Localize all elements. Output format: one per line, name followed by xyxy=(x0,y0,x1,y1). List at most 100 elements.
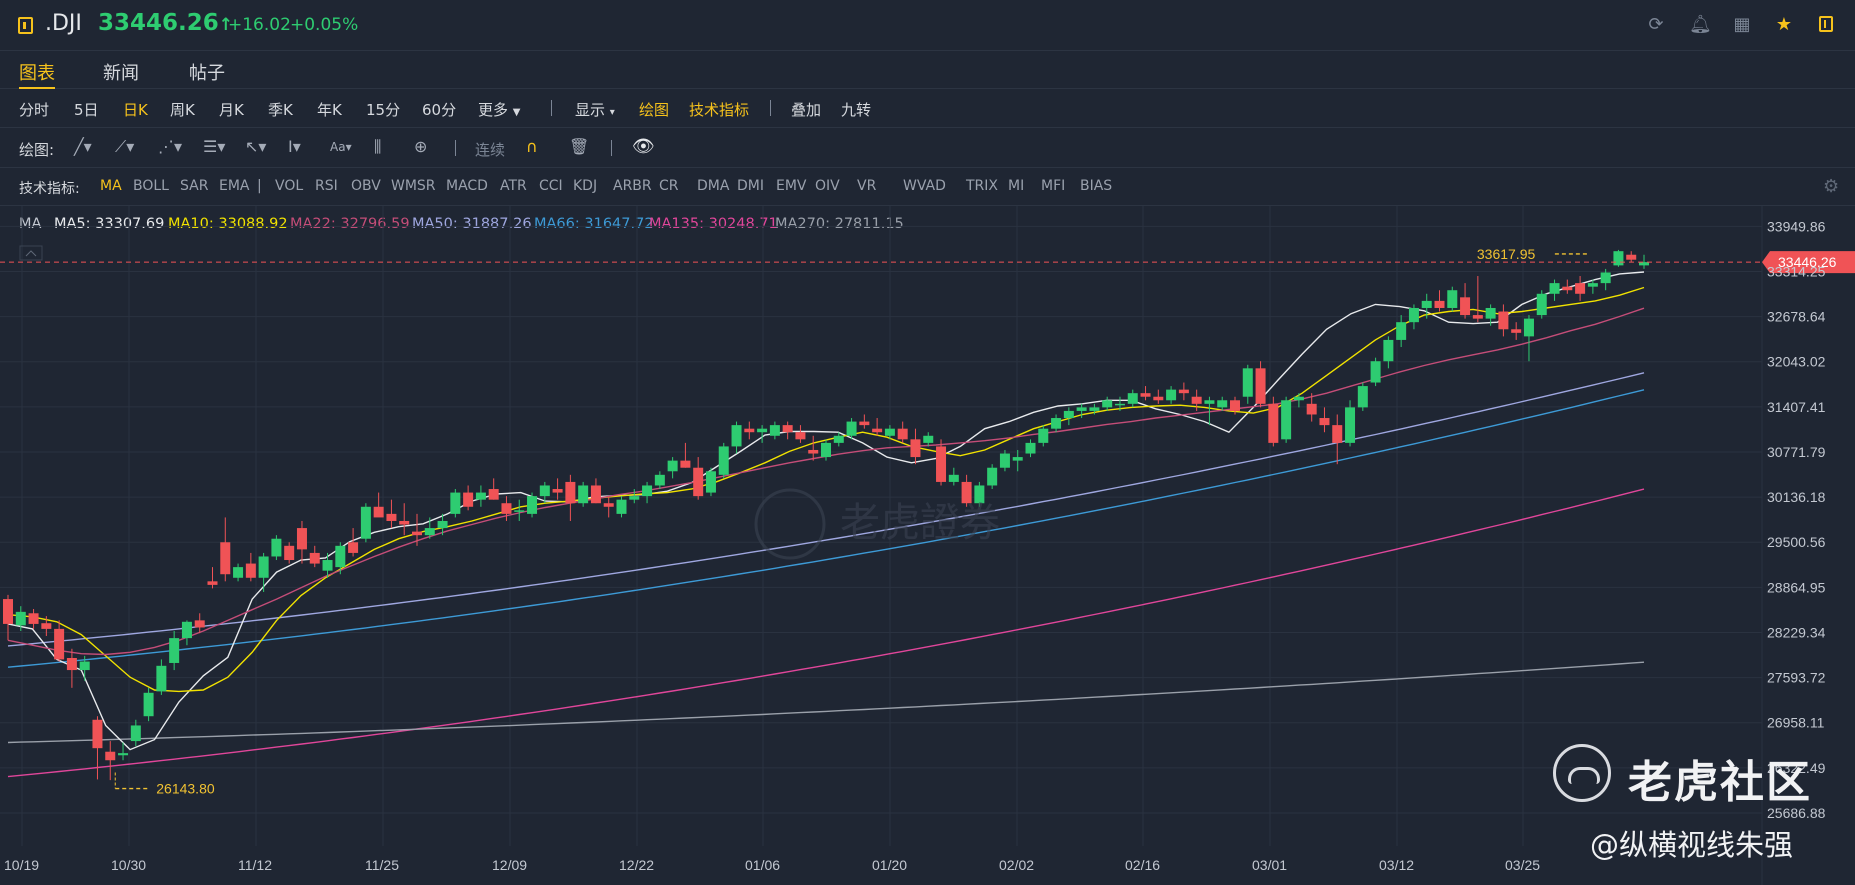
nine-turn-button[interactable]: 九转 xyxy=(841,101,872,119)
text-tool-icon[interactable]: Ι▾ xyxy=(288,137,301,156)
candle-body xyxy=(910,439,921,458)
indicator-mi[interactable]: MI xyxy=(1008,178,1025,194)
indicator-trix[interactable]: TRIX xyxy=(966,178,998,194)
period-more[interactable]: 更多 ▼ xyxy=(478,101,521,119)
candle-body xyxy=(667,460,678,472)
watchlist-icon[interactable] xyxy=(18,17,33,34)
candle-body xyxy=(987,467,998,486)
candle-body xyxy=(1166,389,1177,401)
indicator-ema[interactable]: EMA xyxy=(219,178,250,194)
period-quarterly[interactable]: 季K xyxy=(268,101,293,119)
indicator-bias[interactable]: BIAS xyxy=(1080,178,1113,194)
last-price-label: 33446.26 xyxy=(1778,254,1837,270)
overlay-button[interactable]: 叠加 xyxy=(791,101,822,119)
candle-body xyxy=(28,613,39,624)
indicator-ma[interactable]: MA xyxy=(100,178,122,194)
refresh-icon[interactable]: ⟳ xyxy=(1648,14,1664,35)
zoom-icon[interactable]: ⊕ xyxy=(414,137,428,156)
center-watermark: 老虎證券 xyxy=(840,500,1000,546)
polyline-tool-icon[interactable]: ⟋▾ xyxy=(115,137,135,156)
tab-news[interactable]: 新闻 xyxy=(103,63,139,84)
indicator-mfi[interactable]: MFI xyxy=(1041,178,1066,194)
candle-body xyxy=(1242,368,1253,397)
indicator-kdj[interactable]: KDJ xyxy=(573,178,598,194)
indicator-dma[interactable]: DMA xyxy=(697,178,730,194)
candle-body xyxy=(463,492,474,507)
grid-icon[interactable]: ▦ xyxy=(1733,14,1751,35)
candle-body xyxy=(1613,251,1624,266)
candle-body xyxy=(1281,400,1292,440)
ma-line-ma270 xyxy=(7,661,1645,744)
magnet-icon[interactable]: ∩ xyxy=(526,137,538,156)
period-weekly[interactable]: 周K xyxy=(170,101,195,119)
candle-body xyxy=(15,611,26,626)
period-5day[interactable]: 5日 xyxy=(74,101,99,119)
candle-body xyxy=(1178,389,1189,394)
last-price-tag xyxy=(1762,251,1855,274)
indicator-boll[interactable]: BOLL xyxy=(133,178,169,194)
indicator-atr[interactable]: ATR xyxy=(500,178,527,194)
candle-body xyxy=(437,520,448,529)
candle-body xyxy=(923,435,934,443)
candle-body xyxy=(1472,315,1483,319)
wave-tool-icon[interactable]: ⋰▾ xyxy=(158,137,183,156)
indicators-toggle[interactable]: 技术指标 xyxy=(689,101,750,119)
tab-chart[interactable]: 图表 xyxy=(19,63,55,84)
y-tick-label: 28229.34 xyxy=(1767,624,1826,640)
arrow-tool-icon[interactable]: ↖▾ xyxy=(245,137,267,156)
indicator-obv[interactable]: OBV xyxy=(351,178,381,194)
indicator-emv[interactable]: EMV xyxy=(776,178,807,194)
line-tool-icon[interactable]: ╱▾ xyxy=(74,137,92,156)
period-monthly[interactable]: 月K xyxy=(219,101,244,119)
ma-line-ma50 xyxy=(7,372,1645,647)
y-tick-label: 32043.02 xyxy=(1767,354,1826,370)
candlestick-chart[interactable]: 33446.26 33617.95 26143.80 33949.86 33314.25… xyxy=(0,206,1855,885)
x-tick-label: 12/09 xyxy=(492,857,527,873)
candle-body xyxy=(1562,286,1573,291)
indicator-oiv[interactable]: OIV xyxy=(815,178,840,194)
eye-icon[interactable]: 👁︎ xyxy=(632,136,655,157)
font-tool-icon[interactable]: Aa▾ xyxy=(330,140,352,154)
bell-icon[interactable]: 🔔︎ xyxy=(1689,14,1712,35)
candle-body xyxy=(194,620,205,628)
ma-legend-item: MA270: 27811.15 xyxy=(775,216,904,232)
panel-icon[interactable] xyxy=(1816,15,1836,35)
indicator-cr[interactable]: CR xyxy=(659,178,679,194)
period-yearly[interactable]: 年K xyxy=(317,101,342,119)
star-icon[interactable]: ★ xyxy=(1775,14,1793,35)
tab-posts[interactable]: 帖子 xyxy=(189,63,225,84)
x-tick-label: 03/01 xyxy=(1252,857,1287,873)
indicator-vol[interactable]: VOL xyxy=(275,178,304,194)
draw-toggle[interactable]: 绘图 xyxy=(639,101,670,119)
candle-body xyxy=(1485,307,1496,319)
indicator-sar[interactable]: SAR xyxy=(180,178,209,194)
indicator-macd[interactable]: MACD xyxy=(446,178,488,194)
fib-tool-icon[interactable]: ☰▾ xyxy=(203,137,226,156)
collapse-button xyxy=(19,245,43,261)
candle-body xyxy=(1396,322,1407,340)
trash-icon[interactable]: 🗑︎ xyxy=(569,137,590,156)
candle-body xyxy=(373,506,384,518)
indicator-wvad[interactable]: WVAD xyxy=(903,178,946,194)
period-intraday[interactable]: 分时 xyxy=(19,101,50,119)
candle-body xyxy=(1600,272,1611,284)
measure-tool-icon[interactable]: ⫼ xyxy=(374,137,382,156)
indicator-arbr[interactable]: ARBR xyxy=(613,178,652,194)
candle-body xyxy=(782,425,793,433)
candle-body xyxy=(1460,297,1471,316)
indicator-cci[interactable]: CCI xyxy=(539,178,563,194)
continuous-toggle[interactable]: 连续 xyxy=(475,141,506,159)
indicator-dmi[interactable]: DMI xyxy=(737,178,764,194)
candle-body xyxy=(284,545,295,561)
show-menu[interactable]: 显示 ▾ xyxy=(575,101,615,119)
gear-icon[interactable]: ⚙ xyxy=(1823,176,1840,197)
period-daily[interactable]: 日K xyxy=(123,101,148,119)
period-60min[interactable]: 60分 xyxy=(422,101,457,119)
y-tick-label: 26958.11 xyxy=(1767,715,1825,731)
indicator-rsi[interactable]: RSI xyxy=(315,178,338,194)
indicator-wmsr[interactable]: WMSR xyxy=(391,178,436,194)
candle-body xyxy=(603,503,614,507)
candle-body xyxy=(1639,262,1649,266)
indicator-vr[interactable]: VR xyxy=(857,178,877,194)
period-15min[interactable]: 15分 xyxy=(366,101,401,119)
